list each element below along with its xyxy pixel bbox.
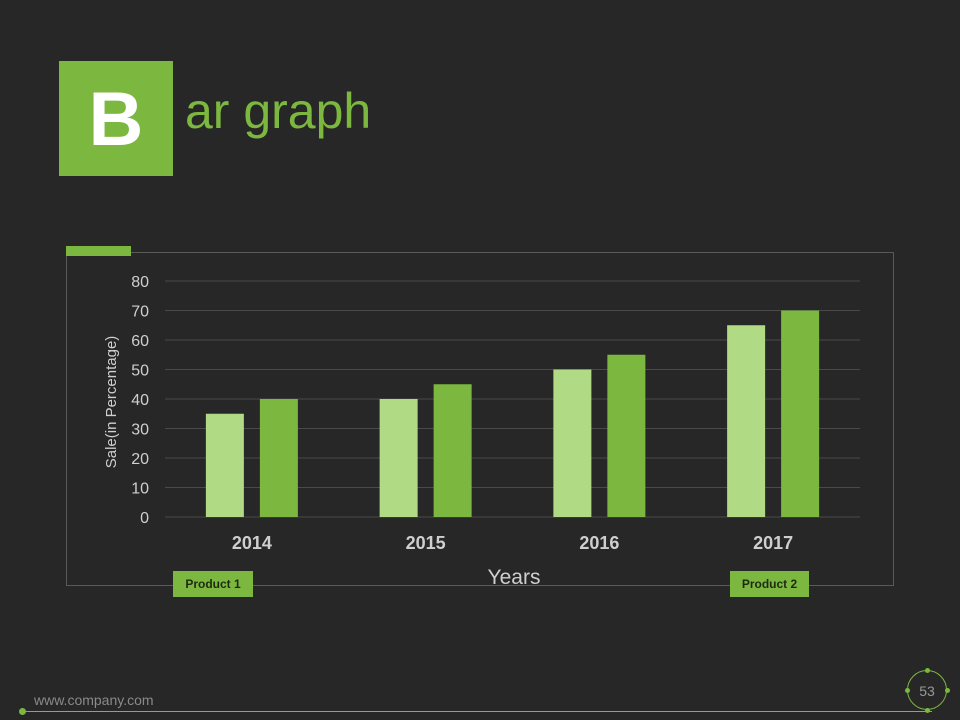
x-tick-label: 2017: [753, 533, 793, 553]
x-axis-title: Years: [488, 566, 541, 589]
x-tick-label: 2016: [579, 533, 619, 553]
y-tick-label: 20: [131, 451, 149, 468]
page-number: 53: [919, 683, 935, 699]
title-letter-box: B: [59, 61, 173, 176]
footer-line: [22, 711, 932, 712]
bar-product-1: [205, 413, 244, 517]
chart-frame-accent: [66, 246, 131, 256]
footer-dot: [19, 708, 26, 715]
y-axis-title: Sale(in Percentage): [103, 336, 120, 469]
bar-product-2: [433, 384, 472, 517]
y-tick-label: 0: [140, 510, 149, 527]
bar-product-2: [259, 399, 298, 517]
page-circle-dot-top: [925, 668, 930, 673]
bar-product-2: [781, 310, 820, 517]
bar-product-1: [379, 399, 418, 517]
y-tick-label: 50: [131, 363, 149, 380]
chart-frame: [66, 252, 894, 586]
bar-product-1: [553, 369, 592, 517]
y-tick-label: 80: [131, 274, 149, 291]
page-circle-dot-right: [945, 688, 950, 693]
legend-product-2: Product 2: [730, 571, 809, 597]
y-tick-label: 40: [131, 392, 149, 409]
y-tick-label: 70: [131, 304, 149, 321]
page-title: ar graph: [185, 83, 372, 139]
footer-url: www.company.com: [34, 692, 154, 708]
y-tick-label: 60: [131, 333, 149, 350]
y-tick-label: 10: [131, 481, 149, 498]
page-circle-dot-left: [905, 688, 910, 693]
x-tick-label: 2014: [232, 533, 272, 553]
x-tick-label: 2015: [406, 533, 446, 553]
page-circle-dot-bottom: [925, 708, 930, 713]
bar-product-2: [607, 354, 646, 517]
bar-product-1: [727, 325, 766, 517]
title-letter: B: [88, 76, 144, 162]
y-tick-label: 30: [131, 422, 149, 439]
legend-product-1: Product 1: [173, 571, 253, 597]
